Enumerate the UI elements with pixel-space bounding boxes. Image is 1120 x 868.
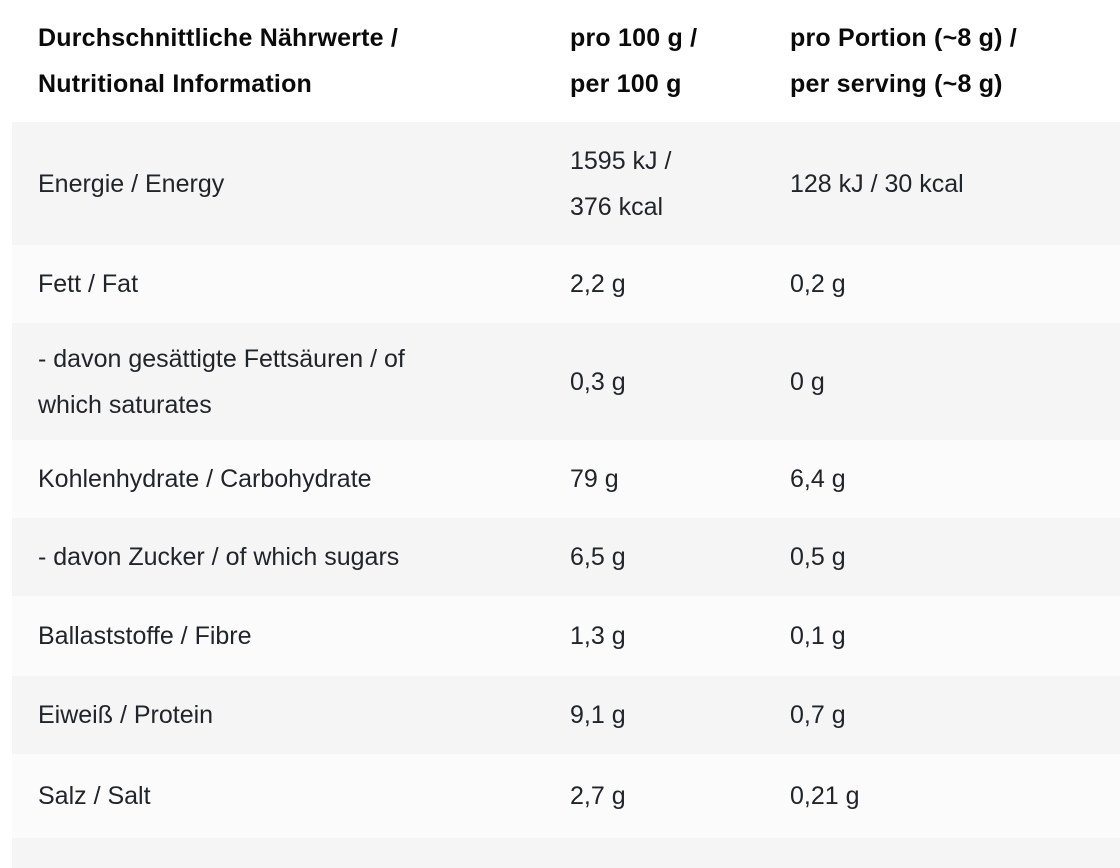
value-per-100g: 0,3 g [570, 367, 626, 396]
header-nutrient-column: Durchschnittliche Nährwerte / Nutritiona… [12, 15, 570, 107]
nutrient-label: Fett / Fat [38, 270, 139, 298]
header-nutrient-line1: Durchschnittliche Nährwerte / [38, 24, 399, 52]
value-per-serving: 0,5 g [790, 543, 846, 571]
header-portion-line2: per serving (~8 g) [790, 70, 1003, 98]
table-row-energy: Energie / Energy 1595 kJ / 376 kcal 128 … [12, 122, 1120, 245]
header-per100-line1: pro 100 g / [570, 24, 698, 52]
value-per-100g: 1,3 g [570, 622, 626, 650]
table-row-salt: Salz / Salt 2,7 g 0,21 g [12, 754, 1120, 838]
value-per-serving: 128 kJ / 30 kcal [790, 169, 964, 198]
value-per-100g: 79 g [570, 465, 619, 493]
value-per-100g-line1: 1595 kJ / [570, 146, 672, 175]
nutrient-label: - davon gesättigte Fettsäuren / of which… [12, 336, 570, 428]
table-row-carbohydrate: Kohlenhydrate / Carbohydrate 79 g 6,4 g [12, 440, 1120, 518]
table-row-protein: Eiweiß / Protein 9,1 g 0,7 g [12, 676, 1120, 754]
value-per-100g: 9,1 g [570, 701, 626, 729]
value-per-serving: 0,21 g [790, 782, 860, 810]
table-row-fibre: Ballaststoffe / Fibre 1,3 g 0,1 g [12, 596, 1120, 676]
nutrient-label-line1: - davon gesättigte Fettsäuren / of [38, 344, 405, 373]
header-per100-column: pro 100 g / per 100 g [570, 15, 790, 107]
nutrient-label: Ballaststoffe / Fibre [38, 622, 252, 650]
value-per-serving: 0,2 g [790, 270, 846, 298]
value-per-100g: 2,2 g [570, 270, 626, 298]
value-per-100g: 2,7 g [570, 782, 626, 810]
table-row-sugars: - davon Zucker / of which sugars 6,5 g 0… [12, 518, 1120, 596]
value-per-serving: 0,7 g [790, 701, 846, 729]
value-per-serving: 0 g [790, 367, 825, 396]
value-per-serving: 6,4 g [790, 465, 846, 493]
nutrient-label: - davon Zucker / of which sugars [38, 543, 400, 571]
table-header-row: Durchschnittliche Nährwerte / Nutritiona… [12, 0, 1120, 122]
nutrient-label: Salz / Salt [38, 782, 151, 810]
nutrient-label: Kohlenhydrate / Carbohydrate [38, 465, 372, 493]
header-portion-column: pro Portion (~8 g) / per serving (~8 g) [790, 15, 1120, 107]
header-nutrient-line2: Nutritional Information [38, 70, 313, 98]
table-row-saturates: - davon gesättigte Fettsäuren / of which… [12, 323, 1120, 440]
header-portion-line1: pro Portion (~8 g) / [790, 24, 1017, 52]
nutrient-label: Energie / Energy [38, 169, 225, 198]
next-row-partial [12, 838, 1120, 868]
value-per-100g: 6,5 g [570, 543, 626, 571]
header-per100-line2: per 100 g [570, 70, 682, 98]
nutrient-label-line2: which saturates [38, 390, 212, 419]
value-per-100g-line2: 376 kcal [570, 192, 664, 221]
value-per-100g: 1595 kJ / 376 kcal [570, 138, 790, 230]
value-per-serving: 0,1 g [790, 622, 846, 650]
nutrient-label: Eiweiß / Protein [38, 701, 214, 729]
table-row-fat: Fett / Fat 2,2 g 0,2 g [12, 245, 1120, 323]
